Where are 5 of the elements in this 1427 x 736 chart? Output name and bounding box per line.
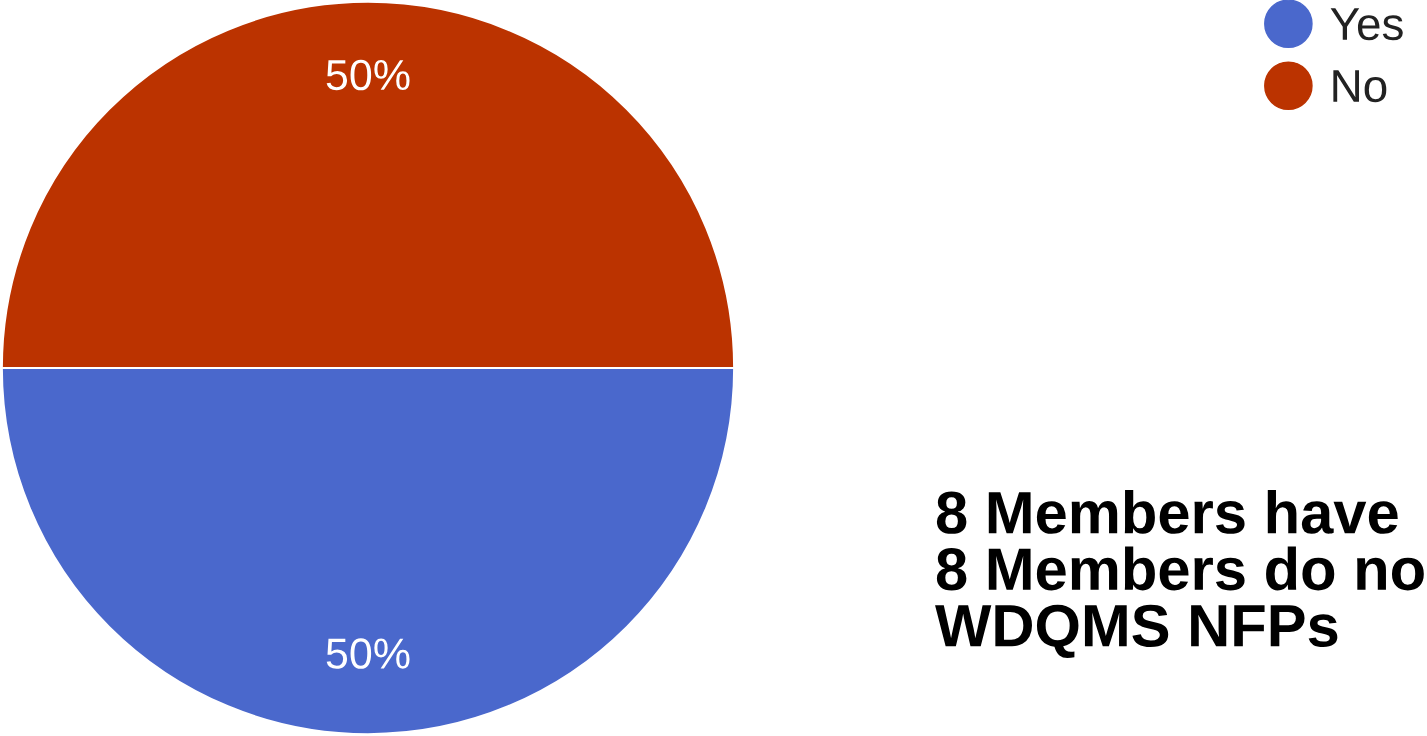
data-label: 50% bbox=[326, 638, 410, 669]
legend-label: Yes bbox=[1330, 8, 1403, 41]
data-label: 50% bbox=[326, 59, 410, 91]
legend-label: No bbox=[1333, 70, 1387, 103]
text: 8 Members have 8 Members do no WDQMS NFPs bbox=[935, 490, 1424, 659]
